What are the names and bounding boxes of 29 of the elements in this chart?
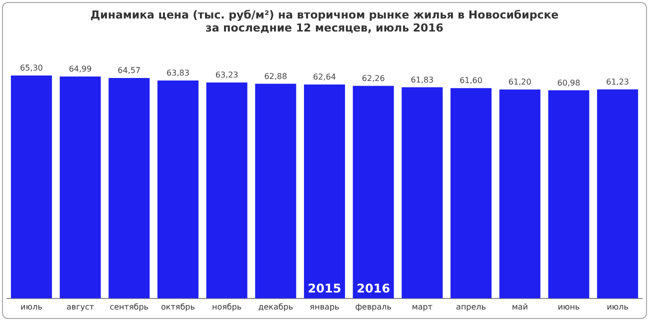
x-tick-label: декабрь [258,302,294,312]
x-tick-label: июнь [558,302,580,312]
data-label: 63,23 [215,70,238,80]
data-label: 62,88 [264,72,288,81]
data-label: 60,98 [557,78,580,88]
data-label: 61,83 [410,75,434,84]
annotation: 2015 [308,281,342,296]
data-label: 61,60 [460,76,482,86]
x-tick-label: май [512,302,528,312]
x-tick-label: август [66,302,94,312]
data-label: 61,23 [606,77,630,86]
x-tick-label: ноябрь [212,302,242,312]
x-tick-label: июль [20,302,43,312]
x-tick-label: октябрь [160,302,196,312]
annotation: 2016 [356,281,390,296]
x-tick-label: апрель [456,302,486,312]
x-tick-label: февраль [355,302,392,312]
data-label: 62,26 [362,74,385,83]
x-tick-label: сентябрь [110,302,149,312]
x-tick-label: март [412,302,433,312]
chart-title: Динамика цена (тыс. руб/м²) на вторичном рынке жилья в Новосибирске за последние 12 месяцев, июль 2016 [90,8,559,35]
x-tick-label: июль [606,302,629,312]
data-label: 64,57 [118,66,141,76]
data-label: 64,99 [68,64,92,74]
data-label: 62,64 [313,72,336,82]
data-label: 63,83 [166,68,190,78]
x-tick-label: январь [310,302,340,312]
data-label: 65,30 [20,64,43,73]
data-label: 61,20 [508,78,532,87]
